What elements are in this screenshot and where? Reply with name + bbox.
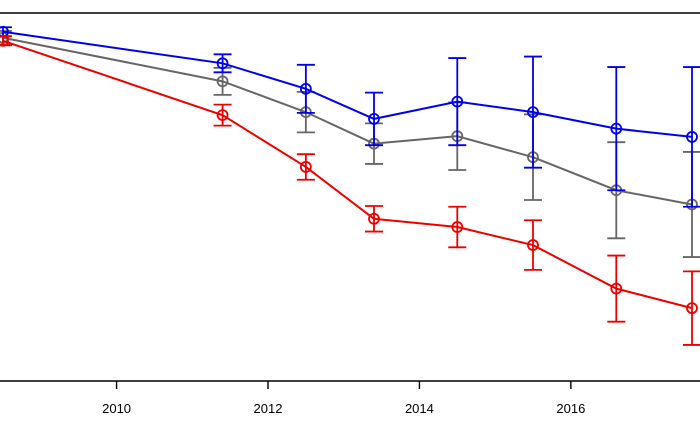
error-bar: [448, 57, 467, 147]
data-point: [368, 112, 380, 125]
error-bar: [448, 205, 467, 249]
data-point: [368, 212, 380, 225]
error-bar: [607, 66, 626, 192]
error-bar: [524, 219, 542, 271]
error-bar: [365, 205, 383, 233]
series-1: [0, 25, 700, 208]
x-tick-label: 2010: [102, 401, 131, 416]
data-point: [610, 122, 623, 135]
x-tick-label: 2012: [254, 401, 283, 416]
series-0: [0, 30, 700, 258]
series-line: [2, 30, 693, 138]
x-tick-label: 2016: [556, 401, 585, 416]
data-point: [527, 106, 539, 119]
error-bar: [213, 103, 232, 127]
data-point: [451, 95, 464, 108]
plot-frame: [0, 12, 700, 382]
data-point: [216, 75, 229, 88]
error-bar: [296, 63, 315, 114]
x-axis: 2010 2012 2014 2016: [102, 381, 585, 416]
data-point: [610, 282, 623, 295]
error-bar: [365, 91, 383, 147]
series-2: [0, 34, 700, 346]
data-point: [451, 221, 464, 233]
error-bar: [296, 153, 315, 181]
series-line: [2, 36, 693, 206]
error-bar: [607, 254, 626, 323]
data-point: [216, 57, 229, 70]
data-point: [216, 109, 229, 122]
data-point: [686, 302, 698, 315]
data-point: [299, 161, 312, 173]
series-line: [2, 39, 693, 310]
data-point: [527, 239, 539, 251]
data-point: [299, 82, 312, 95]
error-bar: [683, 66, 700, 208]
error-bar: [683, 270, 700, 346]
data-point: [686, 131, 698, 143]
error-bar: [213, 53, 232, 74]
data-point: [0, 34, 9, 47]
series-layer: [0, 25, 700, 346]
x-tick-label: 2014: [405, 401, 434, 416]
error-bar: [524, 55, 542, 169]
